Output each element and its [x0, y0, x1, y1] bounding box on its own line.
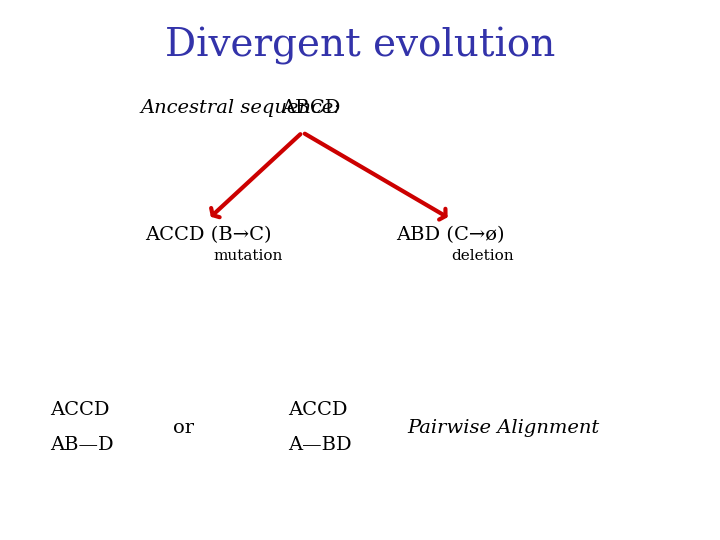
Text: AB—D: AB—D — [50, 436, 114, 455]
Text: Ancestral sequence:: Ancestral sequence: — [140, 99, 346, 117]
Text: Divergent evolution: Divergent evolution — [165, 27, 555, 65]
Text: ABD (C→ø): ABD (C→ø) — [396, 226, 504, 244]
Text: ACCD (B→C): ACCD (B→C) — [145, 226, 272, 244]
Text: ABCD: ABCD — [281, 99, 340, 117]
Text: deletion: deletion — [451, 249, 513, 264]
Text: or: or — [173, 418, 194, 437]
Text: mutation: mutation — [214, 249, 283, 264]
Text: ACCD: ACCD — [288, 401, 348, 420]
Text: Pairwise Alignment: Pairwise Alignment — [407, 418, 599, 437]
Text: ACCD: ACCD — [50, 401, 110, 420]
Text: A—BD: A—BD — [288, 436, 351, 455]
